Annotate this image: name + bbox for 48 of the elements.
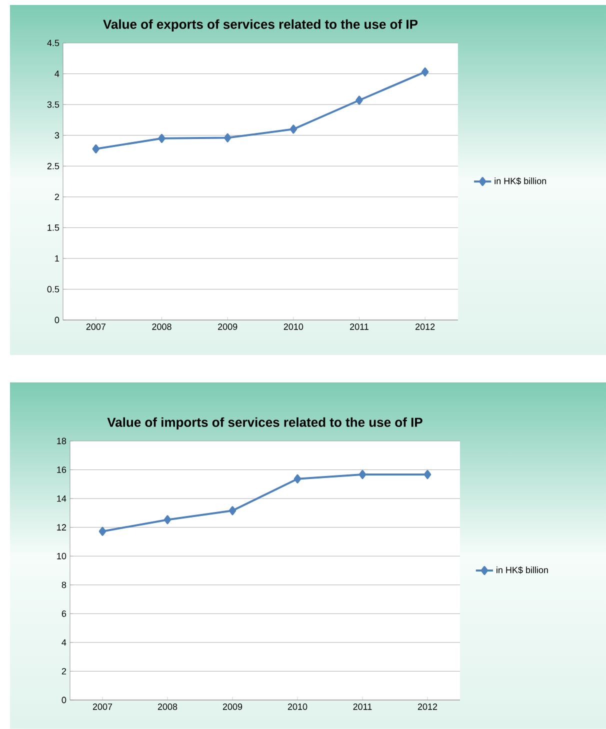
point xyxy=(158,134,166,143)
x-tick-label: 2010 xyxy=(284,324,304,330)
y-tick-label: 8 xyxy=(62,582,66,588)
point xyxy=(224,133,232,142)
y-tick-label: 0.5 xyxy=(47,286,60,292)
x-tick-label: 2009 xyxy=(218,324,238,330)
y-tick-label: 2 xyxy=(62,668,66,674)
x-tick-label: 2007 xyxy=(86,324,106,330)
legend-label: in HK$ billion xyxy=(494,177,546,185)
point xyxy=(290,124,298,134)
x-tick-label: 2008 xyxy=(158,704,178,710)
y-tick-label: 3.5 xyxy=(47,101,60,108)
chart-title: Value of exports of services related to the use of IP xyxy=(103,19,418,32)
y-tick-label: 1 xyxy=(55,255,60,262)
y-tick-label: 16 xyxy=(57,466,66,473)
y-tick-label: 4.5 xyxy=(47,40,60,46)
x-tick-label: 2011 xyxy=(350,324,368,330)
x-tick-label: 2008 xyxy=(152,324,172,330)
point xyxy=(92,144,100,154)
x-tick-label: 2007 xyxy=(92,704,112,710)
point xyxy=(294,474,302,484)
y-tick-label: 4 xyxy=(62,639,66,646)
x-tick-label: 2011 xyxy=(353,704,372,710)
point xyxy=(356,96,363,105)
y-tick-label: 12 xyxy=(57,524,66,530)
y-tick-label: 18 xyxy=(57,438,66,444)
legend-label: in HK$ billion xyxy=(496,566,548,574)
point xyxy=(228,506,236,516)
point xyxy=(424,470,432,480)
y-tick-label: 2.5 xyxy=(47,162,60,170)
y-tick-label: 1.5 xyxy=(48,224,60,231)
y-tick-label: 6 xyxy=(62,610,66,617)
x-tick-label: 2012 xyxy=(416,324,435,330)
y-tick-label: 0 xyxy=(54,316,60,324)
x-tick-label: 2012 xyxy=(418,704,438,710)
x-tick-label: 2010 xyxy=(288,704,308,710)
point xyxy=(421,67,429,76)
point xyxy=(98,526,106,536)
point xyxy=(358,470,366,480)
y-tick-label: 2 xyxy=(54,194,60,200)
y-tick-label: 3 xyxy=(54,132,60,139)
y-tick-label: 0 xyxy=(62,696,66,704)
point xyxy=(164,515,172,524)
chart-title: Value of imports of services related to the use of IP xyxy=(107,417,422,430)
y-tick-label: 10 xyxy=(57,552,66,560)
x-tick-label: 2009 xyxy=(222,704,242,710)
y-tick-label: 4 xyxy=(54,70,60,77)
y-tick-label: 14 xyxy=(57,495,66,502)
